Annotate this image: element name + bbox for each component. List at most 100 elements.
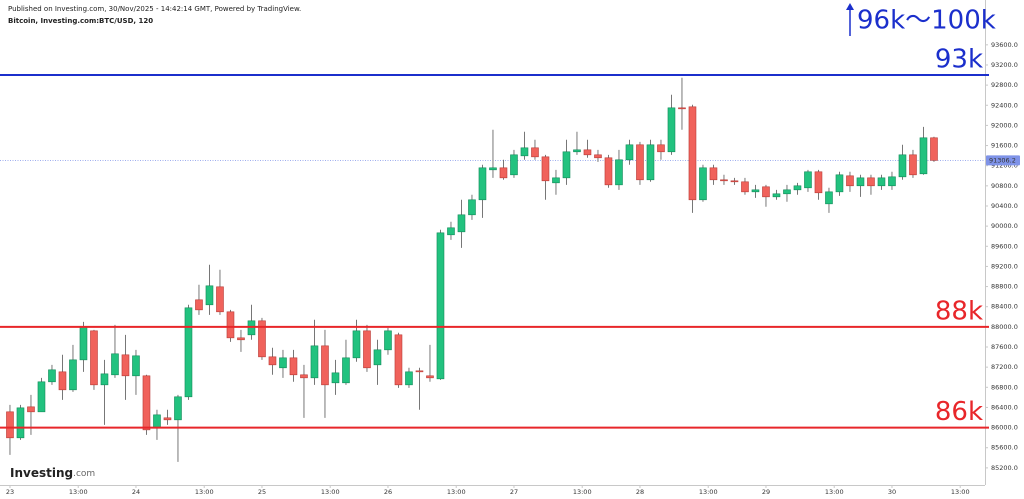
candle-body <box>216 286 224 313</box>
candle-body <box>688 106 697 201</box>
header-published: Published on Investing.com, 30/Nov/2025 … <box>8 5 301 13</box>
candle-body <box>699 167 707 201</box>
candle-body <box>415 370 424 373</box>
candle-body <box>58 371 67 391</box>
candle-body <box>16 407 25 439</box>
candle-body <box>426 375 434 379</box>
y-tick-label: 92000.0 <box>991 121 1018 129</box>
candle-body <box>6 411 14 439</box>
candle-body <box>531 147 539 158</box>
x-tick-label: 26 <box>384 488 392 496</box>
candle-body <box>226 311 235 339</box>
candle-body <box>814 171 823 194</box>
candle-body <box>163 417 172 421</box>
y-tick-label: 86800.0 <box>991 383 1018 391</box>
candle-body <box>898 154 907 178</box>
x-tick-label: 13:00 <box>699 488 718 496</box>
x-tick-label: 27 <box>510 488 518 496</box>
target-arrowhead <box>846 3 854 10</box>
y-tick-label: 86400.0 <box>991 403 1018 411</box>
candle-body <box>478 167 487 201</box>
y-tick-label: 92400.0 <box>991 101 1018 109</box>
candle-body <box>142 375 151 431</box>
candle-body <box>751 189 760 193</box>
y-tick-label: 85200.0 <box>991 464 1018 472</box>
y-tick-label: 89600.0 <box>991 242 1018 250</box>
candle-body <box>615 159 623 186</box>
level-label: 86k <box>935 397 983 427</box>
candle-body <box>205 285 214 306</box>
level-label: 93k <box>935 45 983 75</box>
candle-body <box>111 353 119 376</box>
logo-main: Investing <box>10 466 73 480</box>
candle-body <box>604 157 613 186</box>
target-label: 96k〜100k <box>857 6 996 36</box>
candle-body <box>520 147 529 157</box>
candle-body <box>562 151 571 179</box>
candle-body <box>37 381 46 413</box>
x-tick-label: 28 <box>636 488 644 496</box>
y-tick-label: 88800.0 <box>991 283 1018 291</box>
x-tick-label: 13:00 <box>951 488 970 496</box>
candle-body <box>510 154 518 176</box>
candle-body <box>919 137 928 175</box>
candle-body <box>279 357 287 369</box>
x-tick-label: 13:00 <box>825 488 844 496</box>
candle-body <box>405 371 413 386</box>
candle-body <box>300 374 308 379</box>
candle-body <box>709 167 718 181</box>
candle-body <box>646 144 655 181</box>
y-tick-label: 89200.0 <box>991 262 1018 270</box>
x-tick-label: 13:00 <box>69 488 88 496</box>
candle-body <box>856 177 865 187</box>
candle-body <box>373 349 382 366</box>
candle-body <box>772 193 781 198</box>
candle-body <box>583 149 592 156</box>
y-tick-label: 93200.0 <box>991 61 1018 69</box>
candle-body <box>310 345 319 379</box>
candle-body <box>121 354 130 377</box>
candle-body <box>846 175 854 187</box>
x-tick-label: 13:00 <box>195 488 214 496</box>
candle-body <box>678 107 686 110</box>
candle-body <box>730 180 739 183</box>
y-tick-label: 90800.0 <box>991 182 1018 190</box>
candle-body <box>184 307 193 398</box>
candle-body <box>268 356 277 366</box>
x-tick-label: 29 <box>762 488 770 496</box>
y-tick-label: 93600.0 <box>991 41 1018 49</box>
logo: Investing.com <box>10 466 95 480</box>
header-symbol: Bitcoin, Investing.com:BTC/USD, 120 <box>8 17 153 25</box>
candle-body <box>930 137 938 161</box>
candle-body <box>342 357 350 384</box>
candle-body <box>363 330 371 369</box>
candle-body <box>573 149 581 153</box>
candle-body <box>100 373 109 386</box>
candle-body <box>888 176 896 187</box>
y-tick-label: 85600.0 <box>991 444 1018 452</box>
candle-body <box>783 189 791 195</box>
candle-body <box>741 181 749 193</box>
y-tick-label: 90400.0 <box>991 202 1018 210</box>
candle-body <box>48 369 56 383</box>
candle-body <box>132 355 140 377</box>
candle-body <box>636 144 644 181</box>
y-tick-label: 87200.0 <box>991 363 1018 371</box>
candle-body <box>825 191 833 205</box>
candle-body <box>436 232 445 380</box>
candle-body <box>174 396 182 421</box>
candle-body <box>69 359 77 391</box>
y-tick-label: 86000.0 <box>991 424 1018 432</box>
last-price-box <box>986 155 1020 166</box>
candle-body <box>352 330 361 359</box>
candle-body <box>90 330 98 386</box>
candle-body <box>877 177 886 187</box>
candle-body <box>499 167 508 179</box>
y-tick-label: 91600.0 <box>991 142 1018 150</box>
candle-body <box>237 337 245 341</box>
level-label: 88k <box>935 296 983 326</box>
candle-body <box>289 357 298 376</box>
x-tick-label: 13:00 <box>321 488 340 496</box>
candle-body <box>909 154 917 176</box>
